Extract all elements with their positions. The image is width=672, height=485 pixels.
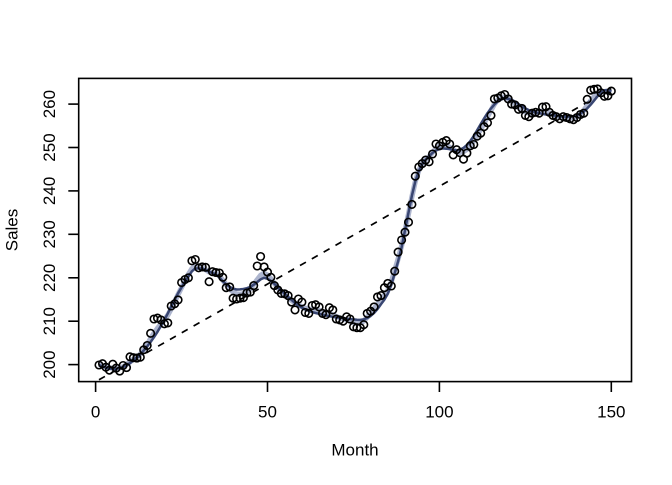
svg-text:100: 100 xyxy=(425,403,453,422)
svg-text:240: 240 xyxy=(40,177,59,205)
svg-text:0: 0 xyxy=(91,403,100,422)
svg-text:220: 220 xyxy=(40,264,59,292)
svg-text:Month: Month xyxy=(331,441,378,460)
svg-text:150: 150 xyxy=(597,403,625,422)
svg-text:230: 230 xyxy=(40,220,59,248)
svg-text:260: 260 xyxy=(40,90,59,118)
svg-text:250: 250 xyxy=(40,133,59,161)
svg-text:200: 200 xyxy=(40,350,59,378)
svg-text:210: 210 xyxy=(40,307,59,335)
svg-text:50: 50 xyxy=(258,403,277,422)
svg-text:Sales: Sales xyxy=(3,209,22,252)
